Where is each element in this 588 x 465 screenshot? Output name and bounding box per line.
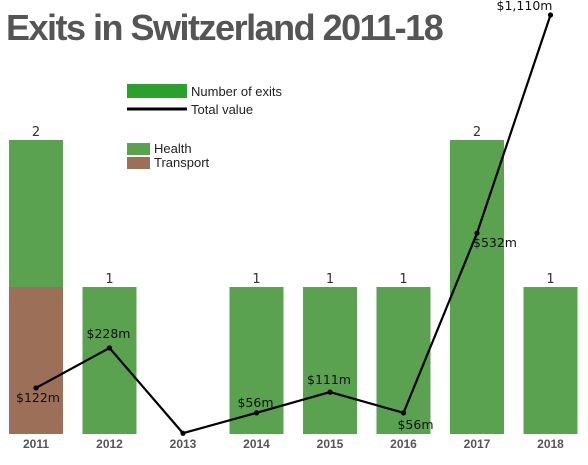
- value-point-2018: [547, 12, 554, 18]
- x-tick-2016: 2016: [390, 437, 417, 451]
- x-tick-2015: 2015: [317, 437, 344, 451]
- value-point-2013: [180, 430, 186, 436]
- bars-layer: [9, 140, 578, 434]
- value-point-2017: [474, 230, 480, 236]
- value-label-2016: $56m: [397, 417, 433, 432]
- x-tick-2012: 2012: [96, 437, 123, 451]
- legend-health-label: Health: [154, 141, 192, 156]
- value-label-2017: $532m: [473, 235, 517, 250]
- count-label-2011: 2: [32, 125, 40, 140]
- bar-health-2014: [229, 287, 284, 434]
- bar-health-2015: [303, 287, 357, 434]
- value-point-2011: [33, 385, 39, 391]
- legend-transport-label: Transport: [154, 155, 210, 170]
- value-point-2015: [327, 389, 333, 395]
- bar-health-2016: [376, 287, 431, 434]
- value-point-2016: [400, 410, 407, 416]
- legend-health-swatch: [127, 143, 150, 155]
- labels-layer: 2 1 1 1 1 2 1 $122m $228m $56m $111m $56m $532m $1,11…: [16, 0, 555, 432]
- legend-exits-swatch: [127, 84, 187, 98]
- value-label-2015: $111m: [307, 372, 351, 387]
- bar-health-2018: [523, 287, 578, 434]
- legend-transport-swatch: [127, 157, 150, 169]
- legend-chart-types: Number of exits Total value: [127, 84, 283, 117]
- legend-sectors: Health Transport: [127, 141, 210, 170]
- value-label-2011: $122m: [16, 390, 60, 405]
- x-axis-ticks: 2011 2012 2013 2014 2015 2016 2017 2018: [23, 437, 564, 451]
- count-label-2016: 1: [399, 272, 407, 287]
- value-label-2012: $228m: [87, 326, 131, 341]
- bar-health-2012: [82, 287, 137, 434]
- value-point-2014: [253, 410, 260, 416]
- value-label-2018: $1,110m: [497, 0, 553, 13]
- count-label-2017: 2: [473, 125, 481, 140]
- legend-value-label: Total value: [191, 102, 253, 117]
- x-tick-2013: 2013: [170, 437, 197, 451]
- x-tick-2018: 2018: [537, 437, 564, 451]
- legend-exits-label: Number of exits: [191, 84, 283, 99]
- bar-health-2011: [9, 140, 63, 287]
- chart-title: Exits in Switzerland 2011-18: [6, 7, 443, 48]
- bar-health-2017: [450, 140, 504, 434]
- value-label-2014: $56m: [237, 395, 273, 410]
- total-value-line: [35, 14, 552, 435]
- x-tick-2017: 2017: [464, 437, 491, 451]
- x-tick-2014: 2014: [243, 437, 270, 451]
- x-tick-2011: 2011: [23, 437, 49, 451]
- bar-transport-2011: [9, 287, 63, 434]
- count-label-2015: 1: [326, 272, 334, 287]
- value-line-layer: [33, 12, 554, 436]
- count-label-2014: 1: [252, 272, 260, 287]
- value-point-2012: [106, 345, 113, 351]
- count-label-2018: 1: [546, 272, 554, 287]
- count-label-2012: 1: [105, 272, 113, 287]
